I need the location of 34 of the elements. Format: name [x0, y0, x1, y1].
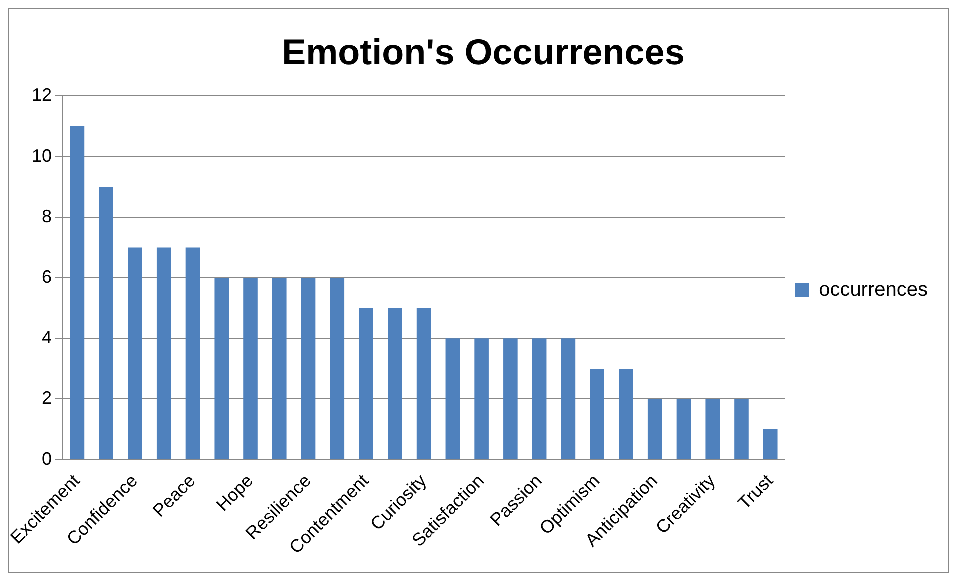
bar [416, 308, 432, 460]
bar [763, 430, 778, 460]
bar [504, 338, 518, 460]
y-tick-label: 12 [32, 85, 52, 106]
bar [99, 187, 114, 460]
bar [590, 368, 604, 460]
bar [734, 399, 749, 460]
bar [532, 338, 547, 460]
chart-title: Emotion's Occurrences [282, 32, 685, 73]
bar [446, 338, 460, 460]
bar [561, 338, 576, 460]
y-tick-label: 8 [42, 206, 52, 226]
y-tick-label: 6 [42, 266, 52, 287]
y-tick-label: 2 [42, 388, 52, 408]
bar [474, 338, 489, 460]
bar [648, 399, 662, 460]
bar [388, 308, 402, 460]
bar [70, 126, 85, 460]
y-tick-label: 0 [42, 448, 52, 469]
bar [359, 308, 374, 460]
legend-label: occurrences [819, 279, 928, 302]
bar [128, 248, 142, 460]
bar [330, 278, 345, 460]
bar [272, 278, 287, 460]
bar [301, 278, 316, 460]
y-tick-label: 10 [32, 146, 52, 166]
bar [706, 399, 720, 460]
y-tick-label: 4 [42, 328, 52, 348]
bar [156, 248, 172, 460]
bar [619, 368, 634, 460]
bar [244, 278, 258, 460]
bar [676, 399, 692, 460]
bar [214, 278, 230, 460]
bar [186, 248, 200, 460]
